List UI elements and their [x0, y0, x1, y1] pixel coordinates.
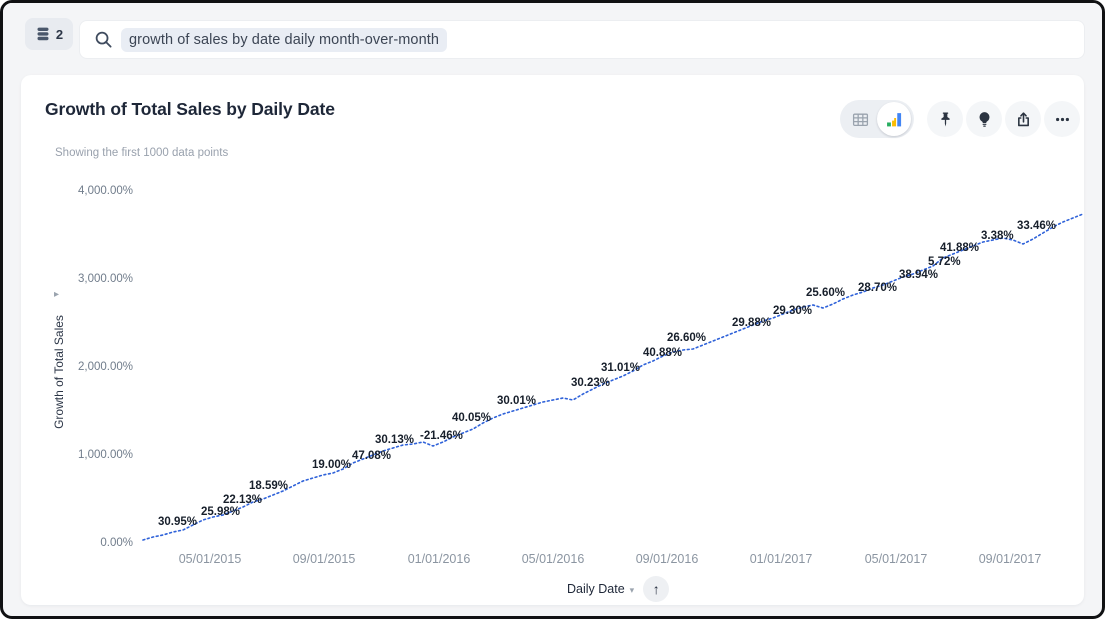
chevron-down-icon: ▾	[629, 584, 635, 595]
chart-title: Growth of Total Sales by Daily Date	[45, 99, 335, 119]
pin-icon	[937, 111, 954, 128]
data-point-label: 18.59%	[249, 480, 288, 492]
table-view-button[interactable]	[843, 102, 877, 136]
lightbulb-icon	[976, 111, 993, 128]
data-point-label: 41.88%	[940, 242, 979, 254]
search-topbar: 2 growth of sales by date daily month-ov…	[3, 3, 1102, 61]
x-axis-tick: 05/01/2017	[865, 552, 928, 566]
x-axis-tick: 05/01/2015	[179, 552, 242, 566]
y-axis-tick: 1,000.00%	[78, 449, 133, 461]
data-point-label: -21.46%	[420, 430, 463, 442]
table-icon	[852, 112, 869, 127]
data-point-label: 19.00%	[312, 459, 351, 471]
x-axis-tick: 09/01/2017	[979, 552, 1042, 566]
chart-icon	[886, 111, 903, 128]
data-point-label: 29.30%	[773, 305, 812, 317]
insights-button[interactable]	[966, 101, 1002, 137]
data-point-label: 26.60%	[667, 332, 706, 344]
x-axis-tick: 05/01/2016	[522, 552, 585, 566]
sales-growth-line	[142, 213, 1084, 541]
data-point-label: 30.01%	[497, 395, 536, 407]
chart-subtitle: Showing the first 1000 data points	[55, 147, 229, 159]
y-axis-tick: 3,000.00%	[78, 273, 133, 285]
data-point-label: 29.88%	[732, 317, 771, 329]
chart-toolbar	[840, 100, 1080, 138]
y-axis-tick: 2,000.00%	[78, 361, 133, 373]
share-button[interactable]	[1005, 101, 1041, 137]
search-query-token[interactable]: growth of sales by date daily month-over…	[121, 27, 448, 52]
x-axis-tick: 01/01/2016	[408, 552, 471, 566]
data-point-label: 30.13%	[375, 434, 414, 446]
data-point-label: 28.70%	[858, 282, 897, 294]
y-axis-field-selector[interactable]: Growth of Total Sales	[52, 315, 66, 429]
data-point-label: 3.38%	[981, 230, 1014, 242]
data-point-label: 40.05%	[452, 412, 491, 424]
data-point-label: 5.72%	[928, 256, 961, 268]
answer-card	[21, 75, 1084, 605]
y-axis-tick: 4,000.00%	[78, 185, 133, 197]
x-axis-tick: 09/01/2016	[636, 552, 699, 566]
sort-ascending-button[interactable]: ↑	[643, 576, 670, 602]
data-point-label: 31.01%	[601, 362, 640, 374]
database-icon	[35, 26, 51, 42]
y-axis-caret-icon: ▸	[54, 289, 60, 300]
data-point-label: 25.60%	[806, 287, 845, 299]
more-options-button[interactable]	[1044, 101, 1080, 137]
data-point-label: 38.94%	[899, 269, 938, 281]
search-icon	[94, 30, 113, 49]
x-axis-control: Daily Date ▾ ↑	[567, 576, 670, 602]
data-point-label: 47.08%	[352, 450, 391, 462]
data-point-label: 40.88%	[643, 347, 682, 359]
chart-view-button[interactable]	[877, 102, 911, 136]
share-icon	[1015, 111, 1032, 128]
x-axis-field-selector[interactable]: Daily Date	[567, 582, 625, 596]
view-toggle	[840, 100, 914, 138]
pin-button[interactable]	[927, 101, 963, 137]
data-sources-button[interactable]: 2	[25, 18, 73, 50]
search-bar[interactable]: growth of sales by date daily month-over…	[79, 20, 1085, 59]
y-axis-tick: 0.00%	[100, 537, 133, 549]
data-point-label: 25.98%	[201, 506, 240, 518]
data-point-label: 22.13%	[223, 494, 262, 506]
x-axis-tick: 01/01/2017	[750, 552, 813, 566]
growth-line-chart[interactable]: 0.00% 1,000.00% 2,000.00% 3,000.00% 4,000.00…	[3, 3, 1105, 619]
data-source-count: 2	[55, 26, 64, 42]
x-axis-tick: 09/01/2015	[293, 552, 356, 566]
ellipsis-icon	[1054, 111, 1071, 128]
data-point-label: 30.95%	[158, 516, 197, 528]
arrow-up-icon: ↑	[652, 581, 660, 597]
data-point-label: 30.23%	[571, 377, 610, 389]
data-point-label: 33.46%	[1017, 220, 1056, 232]
